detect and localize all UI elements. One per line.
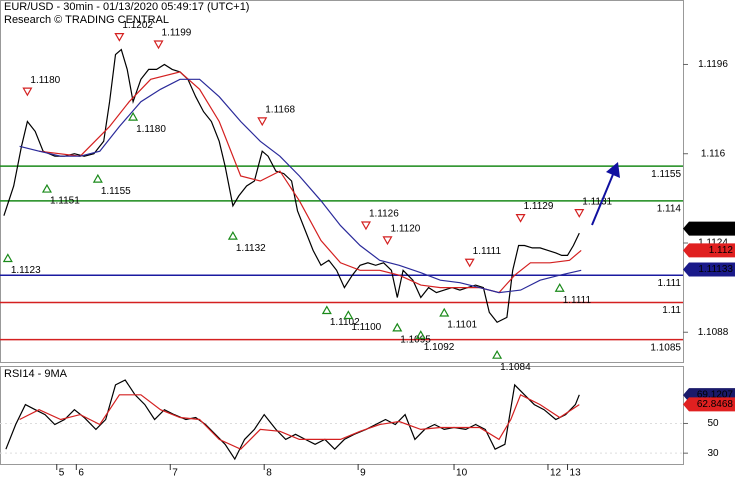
fractal-label: 1.1180	[30, 75, 60, 86]
level-label: 1.1085	[650, 342, 681, 353]
x-tick-label: 9	[360, 468, 366, 479]
fractal-up	[415, 330, 426, 339]
series-line	[19, 393, 580, 450]
fractal-label: 1.1132	[236, 243, 266, 254]
price-panel-frame	[0, 0, 684, 363]
y-tick-label: 1.1196	[698, 59, 728, 70]
series-line	[5, 379, 580, 461]
fractal-label: 1.1111	[473, 246, 502, 257]
fractal-down	[114, 32, 125, 42]
x-tick-label: 13	[570, 468, 582, 479]
x-tick-label: 12	[550, 468, 562, 479]
value-tag	[683, 397, 735, 412]
fractal-label: 1.1180	[136, 124, 166, 135]
fractal-label: 1.1131	[582, 196, 612, 207]
x-tick-label: 10	[456, 468, 468, 479]
value-tag-label: 1.11133	[698, 264, 733, 275]
fractal-down	[515, 213, 526, 223]
level-label: 1.1155	[651, 169, 681, 180]
fractal-up	[554, 283, 565, 292]
fractal-down	[153, 40, 164, 50]
fractal-label: 1.1151	[50, 196, 80, 207]
fractal-down	[22, 87, 33, 97]
x-tick-label: 5	[59, 468, 65, 479]
fractal-label: 1.1100	[351, 322, 381, 333]
fractal-label: 1.1101	[447, 320, 477, 331]
fractal-up	[321, 305, 332, 315]
value-tag	[683, 262, 735, 277]
fractal-label: 1.1120	[390, 224, 420, 235]
fractal-label: 1.1202	[122, 20, 153, 31]
x-tick-label: 7	[172, 468, 178, 479]
fractal-label: 1.1092	[424, 342, 455, 353]
value-tag	[683, 221, 735, 236]
value-tag-label: 69.1207	[697, 390, 734, 401]
level-label: 1.114	[657, 203, 682, 214]
fractal-down	[574, 209, 585, 218]
fractal-up	[2, 253, 13, 263]
fractal-up	[343, 310, 354, 320]
series-line	[19, 78, 582, 294]
fractal-down	[382, 236, 393, 246]
chart-subtitle: Research © TRADING CENTRAL	[4, 14, 169, 26]
fractal-label: 1.1155	[101, 186, 131, 197]
value-tag	[683, 243, 735, 258]
fractal-label: 1.1084	[500, 362, 531, 373]
y-tick-label: 1.1088	[698, 327, 729, 338]
fractal-up	[439, 307, 450, 317]
rsi-title: RSI14 - 9MA	[4, 368, 68, 380]
rsi-panel-frame	[0, 366, 684, 465]
fractal-label: 1.1095	[400, 335, 431, 346]
forecast-arrow	[591, 171, 615, 226]
x-tick-label: 8	[266, 468, 272, 479]
value-tag-label: 62.8468	[697, 399, 734, 410]
fractal-up	[227, 230, 238, 240]
fractal-label: 1.1199	[162, 28, 192, 39]
fractal-up	[41, 183, 53, 193]
chart-title: EUR/USD - 30min - 01/13/2020 05:49:17 (U…	[4, 1, 249, 13]
fractal-up	[492, 349, 503, 359]
x-tick-label: 6	[78, 468, 84, 479]
fractal-up	[392, 322, 403, 332]
fractal-down	[360, 221, 371, 231]
y-tick-label: 30	[707, 448, 719, 459]
fractal-label: 1.1126	[369, 209, 399, 220]
y-tick-label: 1.1124	[698, 238, 728, 249]
fractal-label: 1.1129	[524, 201, 554, 212]
value-tag-label: 1.112	[709, 245, 734, 256]
series-line	[39, 71, 582, 294]
level-label: 1.11	[662, 305, 681, 316]
y-tick-label: 1.116	[701, 148, 726, 159]
level-label: 1.111	[657, 278, 681, 289]
fractal-label: 1.1123	[11, 265, 41, 276]
fractal-down	[257, 117, 268, 127]
forecast-arrow-head	[606, 162, 620, 178]
fractal-label: 1.1168	[265, 105, 295, 116]
series-line	[3, 48, 580, 324]
fractal-label: 1.1102	[330, 317, 360, 328]
fractal-up	[128, 111, 139, 121]
fractal-down	[464, 258, 475, 268]
value-tag-label: 1.11298	[698, 223, 734, 234]
y-tick-label: 50	[707, 418, 719, 429]
fractal-up	[92, 173, 103, 183]
fractal-label: 1.1111	[563, 295, 592, 306]
